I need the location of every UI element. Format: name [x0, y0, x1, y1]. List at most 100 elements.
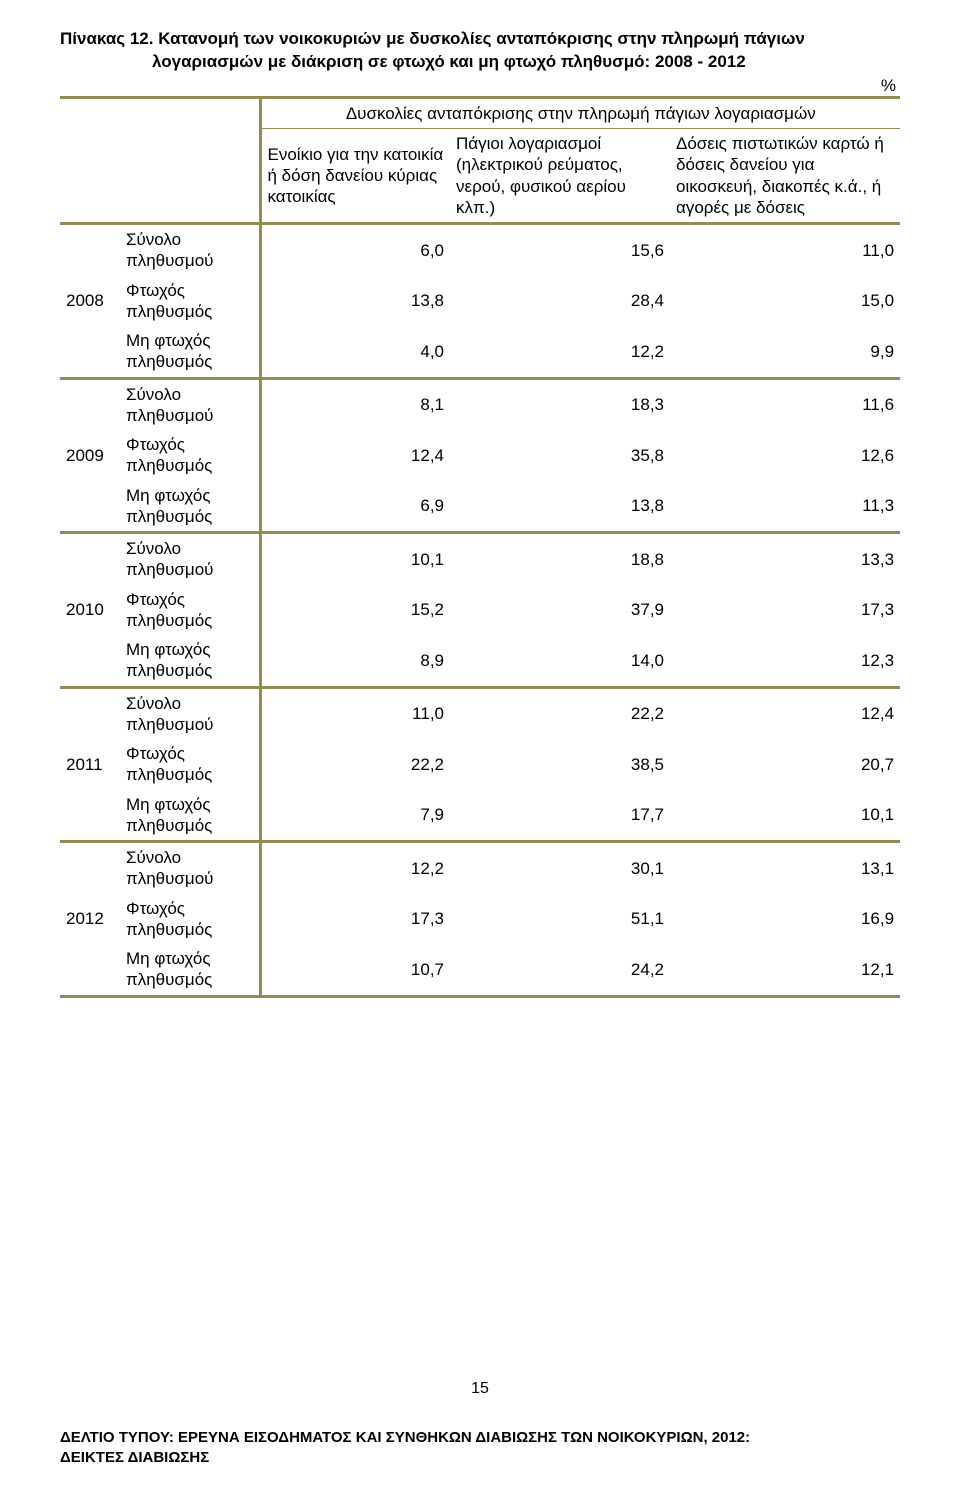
data-table: Δυσκολίες ανταπόκρισης στην πληρωμή πάγι…	[60, 96, 900, 998]
table-row: 2011Σύνολο πληθυσμού11,022,212,4	[60, 687, 900, 739]
value-cell: 11,0	[670, 224, 900, 276]
value-cell: 9,9	[670, 326, 900, 378]
year-cell: 2012	[60, 842, 120, 997]
year-cell: 2009	[60, 378, 120, 533]
category-cell: Σύνολο πληθυσμού	[120, 842, 260, 894]
column-header-row: Ενοίκιο για την κατοικία ή δόση δανείου …	[60, 129, 900, 224]
table-row: Φτωχός πληθυσμός15,237,917,3	[60, 585, 900, 636]
category-cell: Φτωχός πληθυσμός	[120, 276, 260, 327]
value-cell: 17,3	[260, 894, 450, 945]
table-row: 2008Σύνολο πληθυσμού6,015,611,0	[60, 224, 900, 276]
value-cell: 22,2	[450, 687, 670, 739]
category-cell: Σύνολο πληθυσμού	[120, 687, 260, 739]
category-cell: Σύνολο πληθυσμού	[120, 224, 260, 276]
value-cell: 8,1	[260, 378, 450, 430]
category-cell: Φτωχός πληθυσμός	[120, 430, 260, 481]
table-row: 2012Σύνολο πληθυσμού12,230,113,1	[60, 842, 900, 894]
category-cell: Φτωχός πληθυσμός	[120, 894, 260, 945]
table-row: Φτωχός πληθυσμός17,351,116,9	[60, 894, 900, 945]
category-cell: Μη φτωχός πληθυσμός	[120, 326, 260, 378]
table-row: Φτωχός πληθυσμός12,435,812,6	[60, 430, 900, 481]
value-cell: 17,7	[450, 790, 670, 842]
value-cell: 10,1	[260, 533, 450, 585]
value-cell: 13,8	[450, 481, 670, 533]
category-cell: Φτωχός πληθυσμός	[120, 739, 260, 790]
percent-label: %	[60, 76, 900, 96]
super-header: Δυσκολίες ανταπόκρισης στην πληρωμή πάγι…	[260, 97, 900, 128]
category-cell: Σύνολο πληθυσμού	[120, 533, 260, 585]
value-cell: 6,9	[260, 481, 450, 533]
col-header-2: Πάγιοι λογαριασμοί (ηλεκτρικού ρεύματος,…	[450, 129, 670, 224]
page-number: 15	[60, 1380, 900, 1398]
header-spacer	[120, 97, 260, 128]
year-cell: 2010	[60, 533, 120, 688]
value-cell: 12,3	[670, 635, 900, 687]
col-header-3: Δόσεις πιστωτικών καρτώ ή δόσεις δανείου…	[670, 129, 900, 224]
category-cell: Μη φτωχός πληθυσμός	[120, 635, 260, 687]
value-cell: 11,6	[670, 378, 900, 430]
header-spacer	[120, 129, 260, 224]
value-cell: 22,2	[260, 739, 450, 790]
value-cell: 4,0	[260, 326, 450, 378]
table-row: Μη φτωχός πληθυσμός10,724,212,1	[60, 944, 900, 996]
page-container: Πίνακας 12. Κατανομή των νοικοκυριών με …	[0, 0, 960, 1507]
value-cell: 13,8	[260, 276, 450, 327]
value-cell: 14,0	[450, 635, 670, 687]
category-cell: Μη φτωχός πληθυσμός	[120, 944, 260, 996]
value-cell: 30,1	[450, 842, 670, 894]
super-header-row: Δυσκολίες ανταπόκρισης στην πληρωμή πάγι…	[60, 97, 900, 128]
value-cell: 18,8	[450, 533, 670, 585]
value-cell: 15,0	[670, 276, 900, 327]
value-cell: 12,4	[670, 687, 900, 739]
value-cell: 12,2	[450, 326, 670, 378]
table-row: Μη φτωχός πληθυσμός8,914,012,3	[60, 635, 900, 687]
value-cell: 51,1	[450, 894, 670, 945]
value-cell: 20,7	[670, 739, 900, 790]
footer-text: ΔΕΛΤΙΟ ΤΥΠΟΥ: ΕΡΕΥΝΑ ΕΙΣΟΔΗΜΑΤΟΣ ΚΑΙ ΣΥΝ…	[60, 1428, 900, 1467]
value-cell: 28,4	[450, 276, 670, 327]
value-cell: 13,1	[670, 842, 900, 894]
value-cell: 12,2	[260, 842, 450, 894]
category-cell: Μη φτωχός πληθυσμός	[120, 790, 260, 842]
header-spacer	[60, 97, 120, 128]
table-row: 2009Σύνολο πληθυσμού8,118,311,6	[60, 378, 900, 430]
value-cell: 38,5	[450, 739, 670, 790]
col-header-1: Ενοίκιο για την κατοικία ή δόση δανείου …	[260, 129, 450, 224]
footer-block: 15 ΔΕΛΤΙΟ ΤΥΠΟΥ: ΕΡΕΥΝΑ ΕΙΣΟΔΗΜΑΤΟΣ ΚΑΙ …	[60, 1380, 900, 1467]
value-cell: 8,9	[260, 635, 450, 687]
value-cell: 18,3	[450, 378, 670, 430]
value-cell: 10,7	[260, 944, 450, 996]
value-cell: 6,0	[260, 224, 450, 276]
value-cell: 11,0	[260, 687, 450, 739]
value-cell: 15,2	[260, 585, 450, 636]
category-cell: Μη φτωχός πληθυσμός	[120, 481, 260, 533]
value-cell: 11,3	[670, 481, 900, 533]
value-cell: 13,3	[670, 533, 900, 585]
value-cell: 12,6	[670, 430, 900, 481]
year-cell: 2008	[60, 224, 120, 379]
table-row: Μη φτωχός πληθυσμός4,012,29,9	[60, 326, 900, 378]
table-row: Μη φτωχός πληθυσμός6,913,811,3	[60, 481, 900, 533]
value-cell: 7,9	[260, 790, 450, 842]
value-cell: 15,6	[450, 224, 670, 276]
value-cell: 12,1	[670, 944, 900, 996]
category-cell: Φτωχός πληθυσμός	[120, 585, 260, 636]
table-row: Μη φτωχός πληθυσμός7,917,710,1	[60, 790, 900, 842]
title-line-2: λογαριασμών με διάκριση σε φτωχό και μη …	[60, 51, 900, 74]
value-cell: 35,8	[450, 430, 670, 481]
table-title: Πίνακας 12. Κατανομή των νοικοκυριών με …	[60, 28, 900, 74]
footer-line-1: ΔΕΛΤΙΟ ΤΥΠΟΥ: ΕΡΕΥΝΑ ΕΙΣΟΔΗΜΑΤΟΣ ΚΑΙ ΣΥΝ…	[60, 1429, 750, 1446]
value-cell: 37,9	[450, 585, 670, 636]
category-cell: Σύνολο πληθυσμού	[120, 378, 260, 430]
table-row: Φτωχός πληθυσμός22,238,520,7	[60, 739, 900, 790]
footer-line-2: ΔΕΙΚΤΕΣ ΔΙΑΒΙΩΣΗΣ	[60, 1449, 209, 1466]
value-cell: 17,3	[670, 585, 900, 636]
table-row: Φτωχός πληθυσμός13,828,415,0	[60, 276, 900, 327]
title-line-1: Πίνακας 12. Κατανομή των νοικοκυριών με …	[60, 28, 900, 51]
header-spacer	[60, 129, 120, 224]
table-row: 2010Σύνολο πληθυσμού10,118,813,3	[60, 533, 900, 585]
value-cell: 12,4	[260, 430, 450, 481]
value-cell: 10,1	[670, 790, 900, 842]
year-cell: 2011	[60, 687, 120, 842]
value-cell: 16,9	[670, 894, 900, 945]
